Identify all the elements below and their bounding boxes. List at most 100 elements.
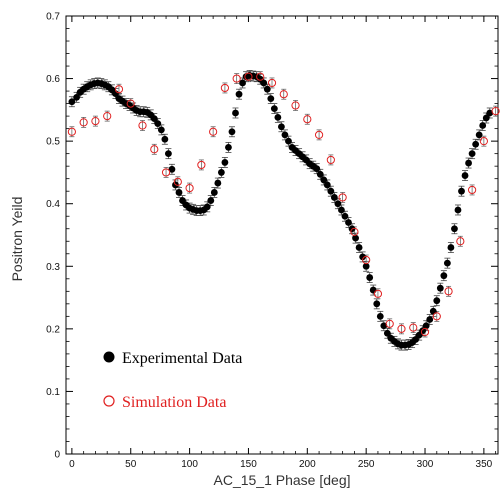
simulation-point <box>397 324 406 333</box>
experimental-point <box>461 172 469 179</box>
experimental-point <box>207 197 215 204</box>
experimental-point <box>260 79 268 87</box>
experimental-point <box>154 120 162 128</box>
y-tick-label: 0.6 <box>46 74 60 85</box>
x-tick-label: 100 <box>181 459 198 470</box>
experimental-point <box>465 159 472 167</box>
experimental-point <box>225 144 232 151</box>
experimental-point <box>486 109 494 117</box>
y-tick-label: 0.5 <box>46 137 60 148</box>
experimental-point <box>330 194 338 201</box>
experimental-point <box>345 219 352 226</box>
experimental-point <box>443 259 451 267</box>
experimental-point <box>73 93 80 101</box>
experimental-point <box>320 176 328 184</box>
experimental-point <box>232 109 239 117</box>
experimental-point <box>165 150 172 158</box>
experimental-point <box>352 234 359 242</box>
legend: Experimental Data Simulation Data <box>103 350 242 411</box>
experimental-point <box>112 90 119 97</box>
experimental-point <box>482 114 490 122</box>
x-tick-label: 300 <box>417 459 434 470</box>
experimental-point <box>359 253 367 261</box>
experimental-point <box>217 169 225 176</box>
simulation-point <box>138 121 147 130</box>
simulation-point <box>67 127 76 136</box>
experimental-point <box>458 187 465 195</box>
simulation-point <box>256 72 265 81</box>
experimental-point <box>436 284 444 292</box>
y-tick-label: 0.7 <box>46 12 60 23</box>
experimental-point <box>203 203 211 211</box>
x-tick-label: 200 <box>299 459 316 470</box>
experimental-point <box>161 135 169 143</box>
experimental-point <box>228 128 236 136</box>
simulation-point <box>432 312 441 321</box>
experimental-point <box>281 131 289 139</box>
simulation-point <box>267 78 277 88</box>
simulation-point <box>279 90 288 99</box>
experimental-point <box>433 297 441 305</box>
experimental-point <box>334 200 342 208</box>
x-tick-label: 350 <box>476 459 493 470</box>
simulation-point <box>79 118 88 127</box>
y-axis-title: Positron Yeild <box>9 197 25 282</box>
experimental-point <box>235 90 243 98</box>
simulation-point <box>385 319 394 328</box>
experimental-point <box>267 95 275 102</box>
simulation-point <box>103 112 112 121</box>
experimental-point <box>316 170 324 178</box>
legend-label-experimental: Experimental Data <box>122 350 242 367</box>
data-markers <box>67 72 500 349</box>
y-axis: 0 0.1 0.2 0.3 0.4 0.5 0.6 0.7 <box>46 12 498 461</box>
x-tick-label: 250 <box>358 459 375 470</box>
experimental-point <box>323 181 331 189</box>
simulation-point <box>303 115 312 124</box>
simulation-point <box>114 85 124 94</box>
simulation-point <box>373 289 383 298</box>
simulation-point <box>362 255 371 265</box>
experimental-point <box>440 272 448 280</box>
experimental-point <box>341 212 349 220</box>
experimental-point <box>426 316 434 323</box>
simulation-point <box>350 227 359 236</box>
simulation-point <box>209 127 218 136</box>
y-tick-label: 0 <box>54 450 60 461</box>
experimental-point <box>366 274 374 281</box>
simulation-point <box>197 160 206 170</box>
experimental-point <box>313 165 321 173</box>
simulation-point <box>161 168 171 177</box>
legend-label-simulation: Simulation Data <box>122 394 226 411</box>
simulation-point <box>220 83 230 93</box>
experimental-point <box>270 105 278 113</box>
experimental-point <box>380 322 388 330</box>
experimental-point <box>175 189 183 196</box>
x-axis: 0 50 100 150 200 250 300 350 <box>69 16 497 470</box>
experimental-point <box>214 179 222 187</box>
experimental-point <box>454 206 462 214</box>
plot-border <box>65 15 499 455</box>
x-tick-label: 150 <box>240 459 257 470</box>
experimental-point <box>376 312 384 320</box>
simulation-point <box>244 72 253 81</box>
x-axis-title: AC_15_1 Phase [deg] <box>214 472 351 488</box>
y-tick-label: 0.4 <box>46 199 60 210</box>
y-tick-label: 0.2 <box>46 324 60 335</box>
simulation-point <box>338 193 347 202</box>
experimental-point <box>355 244 363 251</box>
experimental-point <box>168 165 176 173</box>
simulation-point <box>91 117 100 126</box>
experimental-point <box>373 300 381 308</box>
simulation-point <box>468 185 477 195</box>
simulation-point <box>326 155 335 165</box>
experimental-point <box>369 286 377 294</box>
simulation-point <box>150 145 159 154</box>
simulation-point <box>291 101 300 110</box>
experimental-point <box>239 79 246 87</box>
simulation-point <box>185 183 194 193</box>
experimental-point <box>150 115 158 123</box>
experimental-point <box>278 123 285 131</box>
experimental-point <box>479 122 487 129</box>
experimental-point <box>468 150 476 158</box>
